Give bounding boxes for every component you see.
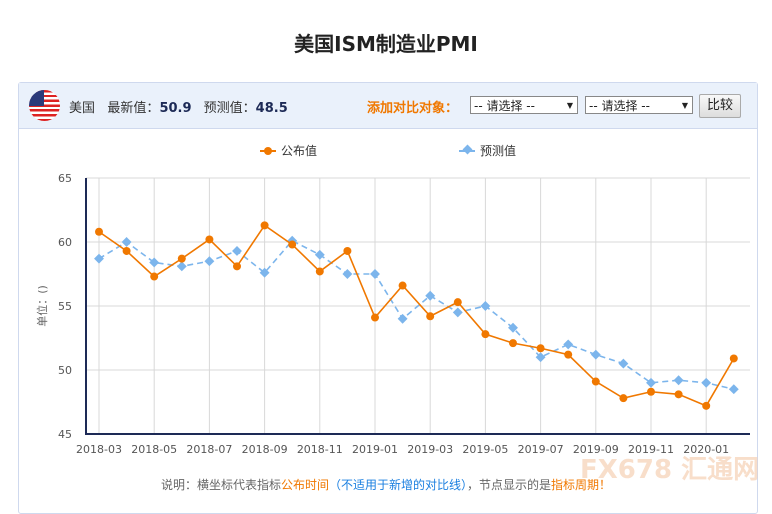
forecast-line xyxy=(98,239,734,390)
x-tick-label: 2019-07 xyxy=(518,443,564,456)
published-point xyxy=(398,281,407,290)
published-point xyxy=(371,313,379,322)
forecast-point xyxy=(342,269,353,279)
legend-marker-published xyxy=(264,147,272,155)
info-bar: 美国 最新值：50.9 预测值：48.5 添加对比对象： -- 请选择 -- -… xyxy=(19,83,757,129)
forecast-point xyxy=(94,253,104,264)
x-tick-label: 2018-07 xyxy=(186,443,232,456)
forecast-point xyxy=(480,301,491,311)
x-tick-label: 2018-03 xyxy=(76,443,122,456)
compare-select-2[interactable]: -- 请选择 -- xyxy=(585,96,693,115)
published-point xyxy=(619,394,628,403)
compare-select-1[interactable]: -- 请选择 -- xyxy=(470,96,578,115)
forecast-point xyxy=(397,313,408,324)
published-point xyxy=(233,262,241,271)
forecast-point xyxy=(314,249,325,260)
published-point xyxy=(481,330,490,339)
y-axis-label: 单位：() xyxy=(35,285,49,327)
forecast-point xyxy=(535,352,546,363)
forecast-point xyxy=(563,339,574,350)
legend-published[interactable]: 公布值 xyxy=(281,143,317,158)
forecast-point xyxy=(425,290,436,301)
note-prefix: 说明：横坐标代表指标 xyxy=(160,478,281,492)
note-publish-time: 公布时间 xyxy=(280,478,329,492)
note-not-applicable: （不适用于新增的对比线） xyxy=(328,478,467,492)
published-point xyxy=(205,235,214,244)
x-tick-label: 2019-09 xyxy=(573,443,619,456)
forecast-point xyxy=(204,256,215,267)
published-point xyxy=(426,312,435,321)
compare-button[interactable]: 比较 xyxy=(699,94,741,118)
forecast-point xyxy=(590,349,601,360)
published-point xyxy=(564,350,573,359)
x-tick-label: 2019-03 xyxy=(407,443,453,456)
forecast-point xyxy=(259,267,270,278)
forecast-point xyxy=(728,384,739,395)
published-line xyxy=(98,224,735,407)
forecast-point xyxy=(370,269,380,279)
indicator-info: 美国 最新值：50.9 预测值：48.5 xyxy=(69,97,296,116)
y-tick-label: 65 xyxy=(58,172,72,185)
published-point xyxy=(674,390,683,399)
compare-label: 添加对比对象： xyxy=(367,101,459,116)
latest-value: 50.9 xyxy=(159,101,192,116)
published-point xyxy=(95,227,103,236)
note-period: 指标周期！ xyxy=(551,478,612,492)
x-tick-label: 2020-01 xyxy=(683,443,729,456)
published-point xyxy=(150,272,159,281)
chart-note: 说明：横坐标代表指标公布时间（不适用于新增的对比线），节点显示的是指标周期！ xyxy=(0,476,772,493)
published-point xyxy=(177,254,186,263)
x-tick-label: 2019-01 xyxy=(352,443,398,456)
forecast-point xyxy=(701,377,712,388)
published-point xyxy=(260,221,269,230)
forecast-point xyxy=(646,377,656,388)
indicator-card: 美国 最新值：50.9 预测值：48.5 添加对比对象： -- 请选择 -- -… xyxy=(18,82,758,514)
latest-label: 最新值： xyxy=(107,101,160,116)
published-point xyxy=(536,344,545,353)
published-point xyxy=(288,240,297,249)
forecast-point xyxy=(176,261,187,272)
x-tick-label: 2019-11 xyxy=(628,443,674,456)
forecast-point xyxy=(618,358,629,369)
published-point xyxy=(343,246,352,255)
x-tick-label: 2019-05 xyxy=(462,443,508,456)
x-tick-label: 2018-11 xyxy=(297,443,343,456)
y-tick-label: 50 xyxy=(58,364,72,377)
forecast-point xyxy=(508,322,518,333)
forecast-label: 预测值： xyxy=(203,101,256,116)
forecast-point xyxy=(232,246,242,256)
published-point xyxy=(315,267,324,276)
published-point xyxy=(122,246,131,255)
forecast-point xyxy=(452,307,463,318)
forecast-point xyxy=(673,375,684,386)
y-tick-label: 60 xyxy=(58,236,72,249)
country-name: 美国 xyxy=(69,101,96,116)
y-tick-label: 45 xyxy=(58,428,72,441)
forecast-point xyxy=(149,257,160,268)
published-point xyxy=(702,401,711,410)
legend-marker-forecast xyxy=(462,144,473,155)
published-point xyxy=(453,298,462,307)
us-flag-icon xyxy=(29,90,60,121)
note-middle: ，节点显示的是 xyxy=(467,478,552,492)
published-point xyxy=(591,377,600,386)
legend: 公布值 预测值 xyxy=(260,143,516,158)
legend-forecast[interactable]: 预测值 xyxy=(480,143,516,158)
published-point xyxy=(647,387,655,396)
x-tick-label: 2018-09 xyxy=(242,443,288,456)
x-tick-label: 2018-05 xyxy=(131,443,177,456)
forecast-value: 48.5 xyxy=(255,101,288,116)
page-title: 美国ISM制造业PMI xyxy=(294,32,478,56)
watermark-logo: FX678 汇通网 xyxy=(580,455,759,485)
y-tick-label: 55 xyxy=(58,300,72,313)
forecast-point xyxy=(121,237,132,247)
published-point xyxy=(509,339,517,348)
published-point xyxy=(729,354,738,363)
